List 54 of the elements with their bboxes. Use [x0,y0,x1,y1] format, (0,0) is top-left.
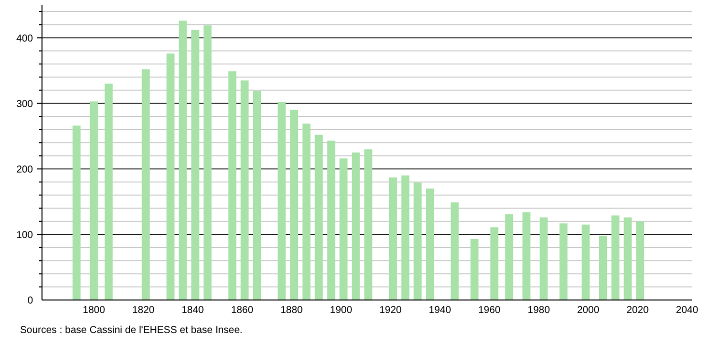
bar [90,101,98,300]
x-tick-label: 1980 [528,305,550,316]
x-tick-label: 1860 [231,305,254,316]
x-tick-label: 2020 [626,305,650,316]
x-tick-label: 1940 [428,305,452,316]
bar [352,152,360,300]
source-note: Sources : base Cassini de l'EHESS et base Insee. [20,325,243,336]
x-tick-label: 1920 [379,305,402,316]
bar [450,202,459,300]
bar [414,182,422,300]
x-tick-label: 1840 [182,305,204,316]
bar [522,212,530,300]
bar [278,102,286,300]
y-tick-label: 200 [16,164,34,176]
y-tick-label: 400 [16,33,34,44]
bar [364,149,372,300]
x-tick-label: 2040 [676,305,699,316]
bar [72,126,81,300]
bar [470,239,479,300]
bar [624,217,632,300]
bar [191,30,200,300]
x-tick-label: 1960 [478,305,501,316]
x-tick-label: 2000 [577,305,600,316]
bar [599,236,608,300]
bar [290,110,298,300]
bar [104,84,113,300]
bar [302,124,310,300]
bar [426,188,434,300]
y-tick-label: 100 [16,230,34,241]
bar [505,214,514,300]
y-tick-label: 300 [16,98,34,110]
bar [314,134,323,300]
x-tick-label: 1880 [280,305,304,316]
bar [253,90,262,300]
bar [142,69,150,300]
bar [178,20,187,300]
bar [490,227,498,300]
bar [228,71,236,300]
bar [340,158,348,300]
bar [559,223,568,300]
bar [388,177,397,300]
bar [166,54,175,300]
bar [401,175,410,300]
bar [636,221,644,300]
x-tick-label: 1800 [82,305,106,316]
bar [611,215,620,300]
bar [540,217,548,300]
bar [582,224,590,300]
y-tick-label: 0 [27,296,34,306]
bar [327,140,336,300]
bar [240,80,249,300]
bar [204,25,212,300]
x-tick-label: 1900 [330,305,353,316]
x-tick-label: 1820 [132,305,155,316]
